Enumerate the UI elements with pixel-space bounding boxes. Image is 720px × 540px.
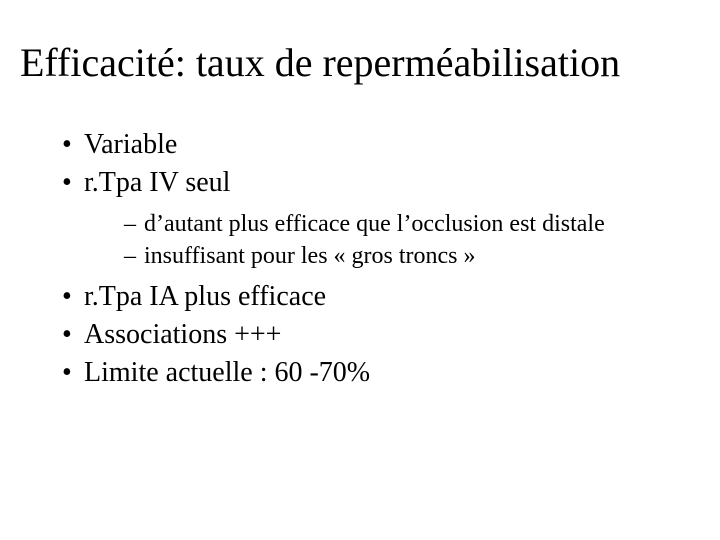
bullet-text: Variable <box>84 129 177 160</box>
bullet-item: r.Tpa IV seul d’autant plus efficace que… <box>62 164 700 273</box>
bullet-item: r.Tpa IA plus efficace <box>62 278 700 316</box>
sub-bullet-text: d’autant plus efficace que l’occlusion e… <box>144 211 605 237</box>
sub-bullet-list: d’autant plus efficace que l’occlusion e… <box>124 208 700 273</box>
bullet-text: Limite actuelle : 60 -70% <box>84 357 370 388</box>
sub-bullet-text: insuffisant pour les « gros troncs » <box>144 243 476 269</box>
bullet-text: r.Tpa IA plus efficace <box>84 281 326 312</box>
slide-title: Efficacité: taux de reperméabilisation <box>20 40 700 86</box>
sub-bullet-item: insuffisant pour les « gros troncs » <box>124 240 700 272</box>
bullet-item: Limite actuelle : 60 -70% <box>62 354 700 392</box>
bullet-list: Variable r.Tpa IV seul d’autant plus eff… <box>62 126 700 392</box>
bullet-item: Variable <box>62 126 700 164</box>
sub-bullet-item: d’autant plus efficace que l’occlusion e… <box>124 208 700 240</box>
bullet-item: Associations +++ <box>62 316 700 354</box>
bullet-text: r.Tpa IV seul <box>84 167 230 198</box>
slide: Efficacité: taux de reperméabilisation V… <box>0 0 720 540</box>
bullet-text: Associations +++ <box>84 319 281 350</box>
